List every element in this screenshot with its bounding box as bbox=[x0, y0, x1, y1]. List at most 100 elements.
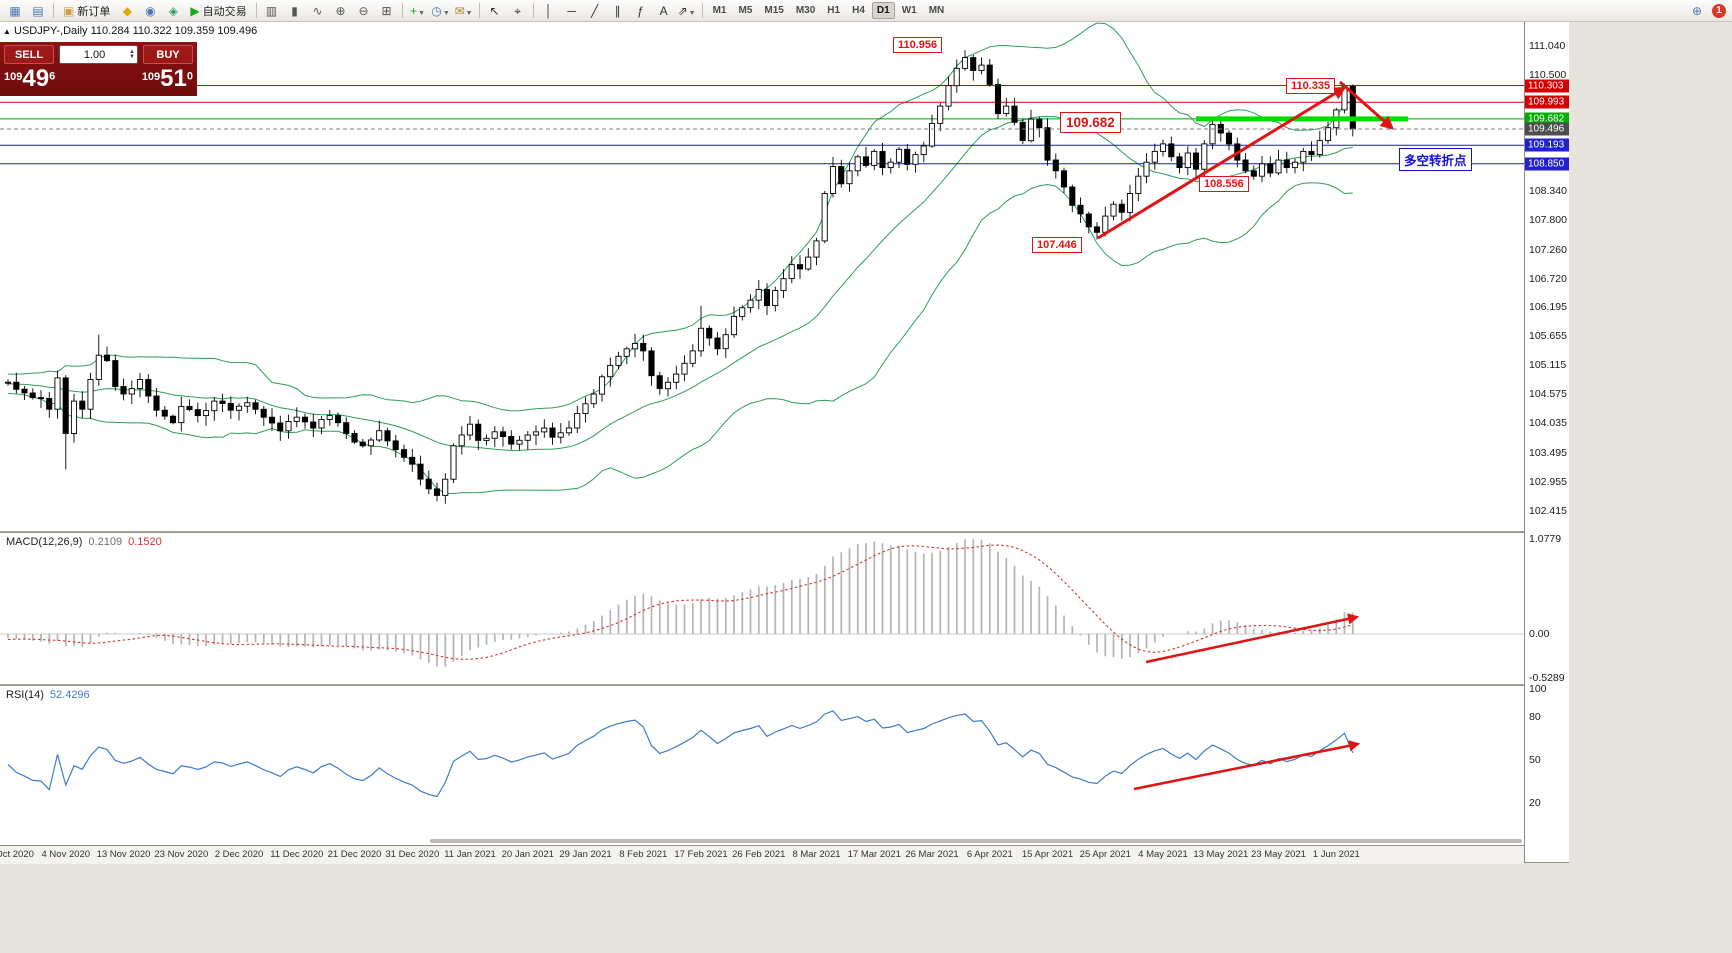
timeframe-mn[interactable]: MN bbox=[928, 5, 945, 16]
timeframe-h1[interactable]: H1 bbox=[827, 5, 841, 16]
macd-scale-tick: 0.00 bbox=[1529, 628, 1550, 640]
price-tick: 106.720 bbox=[1529, 272, 1567, 285]
price-tick: 105.655 bbox=[1529, 330, 1567, 343]
arrows-tool-icon-dropdown[interactable]: ▼ bbox=[688, 9, 696, 17]
zoom-out-icon[interactable]: ⊖ bbox=[353, 2, 375, 20]
vertical-line-icon: │ bbox=[544, 3, 553, 18]
zoom-out-icon: ⊖ bbox=[358, 3, 369, 18]
indicators-icon-dropdown[interactable]: ▼ bbox=[418, 9, 426, 17]
volume-input[interactable]: 1.00 ▲ ▼ bbox=[59, 45, 138, 64]
profiles-icon[interactable]: ▤ bbox=[27, 2, 49, 20]
text-icon: A bbox=[659, 3, 668, 18]
date-label: 15 Apr 2021 bbox=[1021, 849, 1074, 860]
bar-chart-type-icon[interactable]: ▥ bbox=[261, 2, 283, 20]
tile-windows-icon[interactable]: ⊞ bbox=[376, 2, 398, 20]
workspace-background-bottom bbox=[0, 863, 1569, 953]
chart-window: ▲ USDJPY-,Daily 110.284 110.322 109.359 … bbox=[0, 22, 1569, 864]
price-scale[interactable]: 111.040 110.500 108.340 107.800 107.260 106.7… bbox=[1524, 22, 1569, 862]
date-label: 31 Dec 2020 bbox=[385, 849, 440, 860]
horizontal-line-icon[interactable]: ─ bbox=[561, 2, 583, 20]
date-label: 26 Feb 2021 bbox=[732, 849, 786, 860]
crosshair-icon[interactable]: ⌖ bbox=[507, 2, 529, 20]
cursor-icon: ↖ bbox=[489, 3, 500, 18]
vertical-line-icon[interactable]: │ bbox=[538, 2, 560, 20]
price-tick: 108.340 bbox=[1529, 185, 1567, 198]
toolbar-separator bbox=[532, 3, 534, 18]
market-watch-icon[interactable]: ◆ bbox=[116, 2, 138, 20]
pane-separator-macd[interactable] bbox=[0, 531, 1568, 533]
periods-icon-dropdown[interactable]: ▼ bbox=[442, 9, 450, 17]
candlestick-chart-type-icon[interactable]: ▮ bbox=[284, 2, 306, 20]
price-tick: 102.415 bbox=[1529, 504, 1567, 517]
indicators-icon: + bbox=[410, 3, 418, 18]
market-watch-icon: ◆ bbox=[122, 3, 132, 18]
arrows-tool-icon[interactable]: ⇗▼ bbox=[676, 2, 698, 20]
timeframe-m1[interactable]: M1 bbox=[712, 5, 727, 16]
timeframe-m15[interactable]: M15 bbox=[764, 5, 784, 16]
timeframe-w1[interactable]: W1 bbox=[901, 5, 917, 16]
cursor-icon[interactable]: ↖ bbox=[484, 2, 506, 20]
date-label: 26 Mar 2021 bbox=[905, 849, 959, 860]
toolbar-separator bbox=[701, 3, 703, 18]
one-click-collapse-icon[interactable]: ▲ bbox=[3, 27, 11, 36]
crosshair-icon: ⌖ bbox=[514, 3, 521, 18]
new-order-button[interactable]: ▣ 新订单 bbox=[58, 2, 115, 20]
toolbar: ▦ ▤ ▣ 新订单 ◆ ◉ ◈ ▶ 自动交易 ▥ ▮ ∿ ⊕ ⊖ ⊞ +▼ ◷▼ ✉▼ ↖ ⌖ │ ─ ╱ ∥ ƒ A ⇗▼ M1 M… bbox=[0, 0, 1732, 22]
line-chart-type-icon: ∿ bbox=[312, 3, 323, 18]
price-level-box: 109.496 bbox=[1525, 122, 1569, 136]
price-tick: 104.575 bbox=[1529, 388, 1567, 401]
text-icon[interactable]: A bbox=[653, 2, 675, 20]
date-label: 17 Mar 2021 bbox=[847, 849, 901, 860]
timeframe-h4[interactable]: H4 bbox=[852, 5, 865, 16]
templates-icon[interactable]: ✉▼ bbox=[453, 2, 475, 20]
timeframe-d1[interactable]: D1 bbox=[871, 2, 895, 19]
price-annotation[interactable]: 108.556 bbox=[1199, 176, 1249, 192]
new-chart-icon[interactable]: ▦ bbox=[4, 2, 26, 20]
buy-button[interactable]: BUY bbox=[143, 45, 193, 64]
search-zoom-icon[interactable]: ⊕ bbox=[1691, 3, 1703, 18]
ask-price: 109510 bbox=[141, 65, 193, 92]
price-tick: 102.955 bbox=[1529, 475, 1567, 488]
date-label: 13 Nov 2020 bbox=[96, 849, 151, 860]
text-annotation[interactable]: 多空转折点 bbox=[1399, 148, 1472, 171]
sell-button[interactable]: SELL bbox=[4, 45, 54, 64]
navigator-icon: ◈ bbox=[168, 3, 178, 18]
chart-title: USDJPY-,Daily 110.284 110.322 109.359 10… bbox=[14, 25, 258, 37]
price-annotation[interactable]: 109.682 bbox=[1060, 112, 1121, 133]
price-level-box: 108.850 bbox=[1525, 157, 1569, 171]
date-label: 11 Jan 2021 bbox=[444, 849, 496, 860]
price-level-box: 109.993 bbox=[1525, 95, 1569, 109]
price-annotation[interactable]: 110.335 bbox=[1286, 78, 1336, 94]
trendline-icon[interactable]: ╱ bbox=[584, 2, 606, 20]
navigator-icon[interactable]: ◈ bbox=[162, 2, 184, 20]
volume-spinner[interactable]: ▲ ▼ bbox=[129, 48, 135, 60]
rsi-scale-tick: 80 bbox=[1529, 711, 1541, 724]
indicators-icon[interactable]: +▼ bbox=[407, 2, 429, 20]
tile-windows-icon: ⊞ bbox=[381, 3, 392, 18]
horizontal-scrollbar[interactable] bbox=[430, 839, 1522, 843]
autotrading-button[interactable]: ▶ 自动交易 bbox=[185, 2, 251, 20]
price-level-box: 110.303 bbox=[1525, 79, 1569, 92]
trendline-icon: ╱ bbox=[590, 3, 599, 18]
bid-price: 109496 bbox=[4, 65, 56, 92]
data-window-icon[interactable]: ◉ bbox=[139, 2, 161, 20]
pane-separator-rsi[interactable] bbox=[0, 684, 1568, 686]
line-chart-type-icon[interactable]: ∿ bbox=[307, 2, 329, 20]
periods-icon: ◷ bbox=[431, 3, 442, 18]
templates-icon-dropdown[interactable]: ▼ bbox=[465, 9, 473, 17]
fibonacci-icon[interactable]: ƒ bbox=[630, 2, 652, 20]
zoom-in-icon[interactable]: ⊕ bbox=[330, 2, 352, 20]
channel-icon[interactable]: ∥ bbox=[607, 2, 629, 20]
timeframe-m5[interactable]: M5 bbox=[738, 5, 753, 16]
periods-icon[interactable]: ◷▼ bbox=[430, 2, 452, 20]
price-annotation[interactable]: 110.956 bbox=[893, 37, 943, 53]
chart-canvas[interactable] bbox=[0, 22, 1524, 862]
price-tick: 107.260 bbox=[1529, 243, 1567, 256]
price-annotation[interactable]: 107.446 bbox=[1032, 237, 1082, 253]
new-chart-icon: ▦ bbox=[9, 3, 21, 18]
date-label: 4 May 2021 bbox=[1138, 849, 1188, 860]
timeframe-m30[interactable]: M30 bbox=[795, 5, 816, 16]
notification-badge[interactable]: 1 bbox=[1712, 3, 1726, 18]
rsi-legend: RSI(14) 52.4296 bbox=[6, 689, 90, 701]
